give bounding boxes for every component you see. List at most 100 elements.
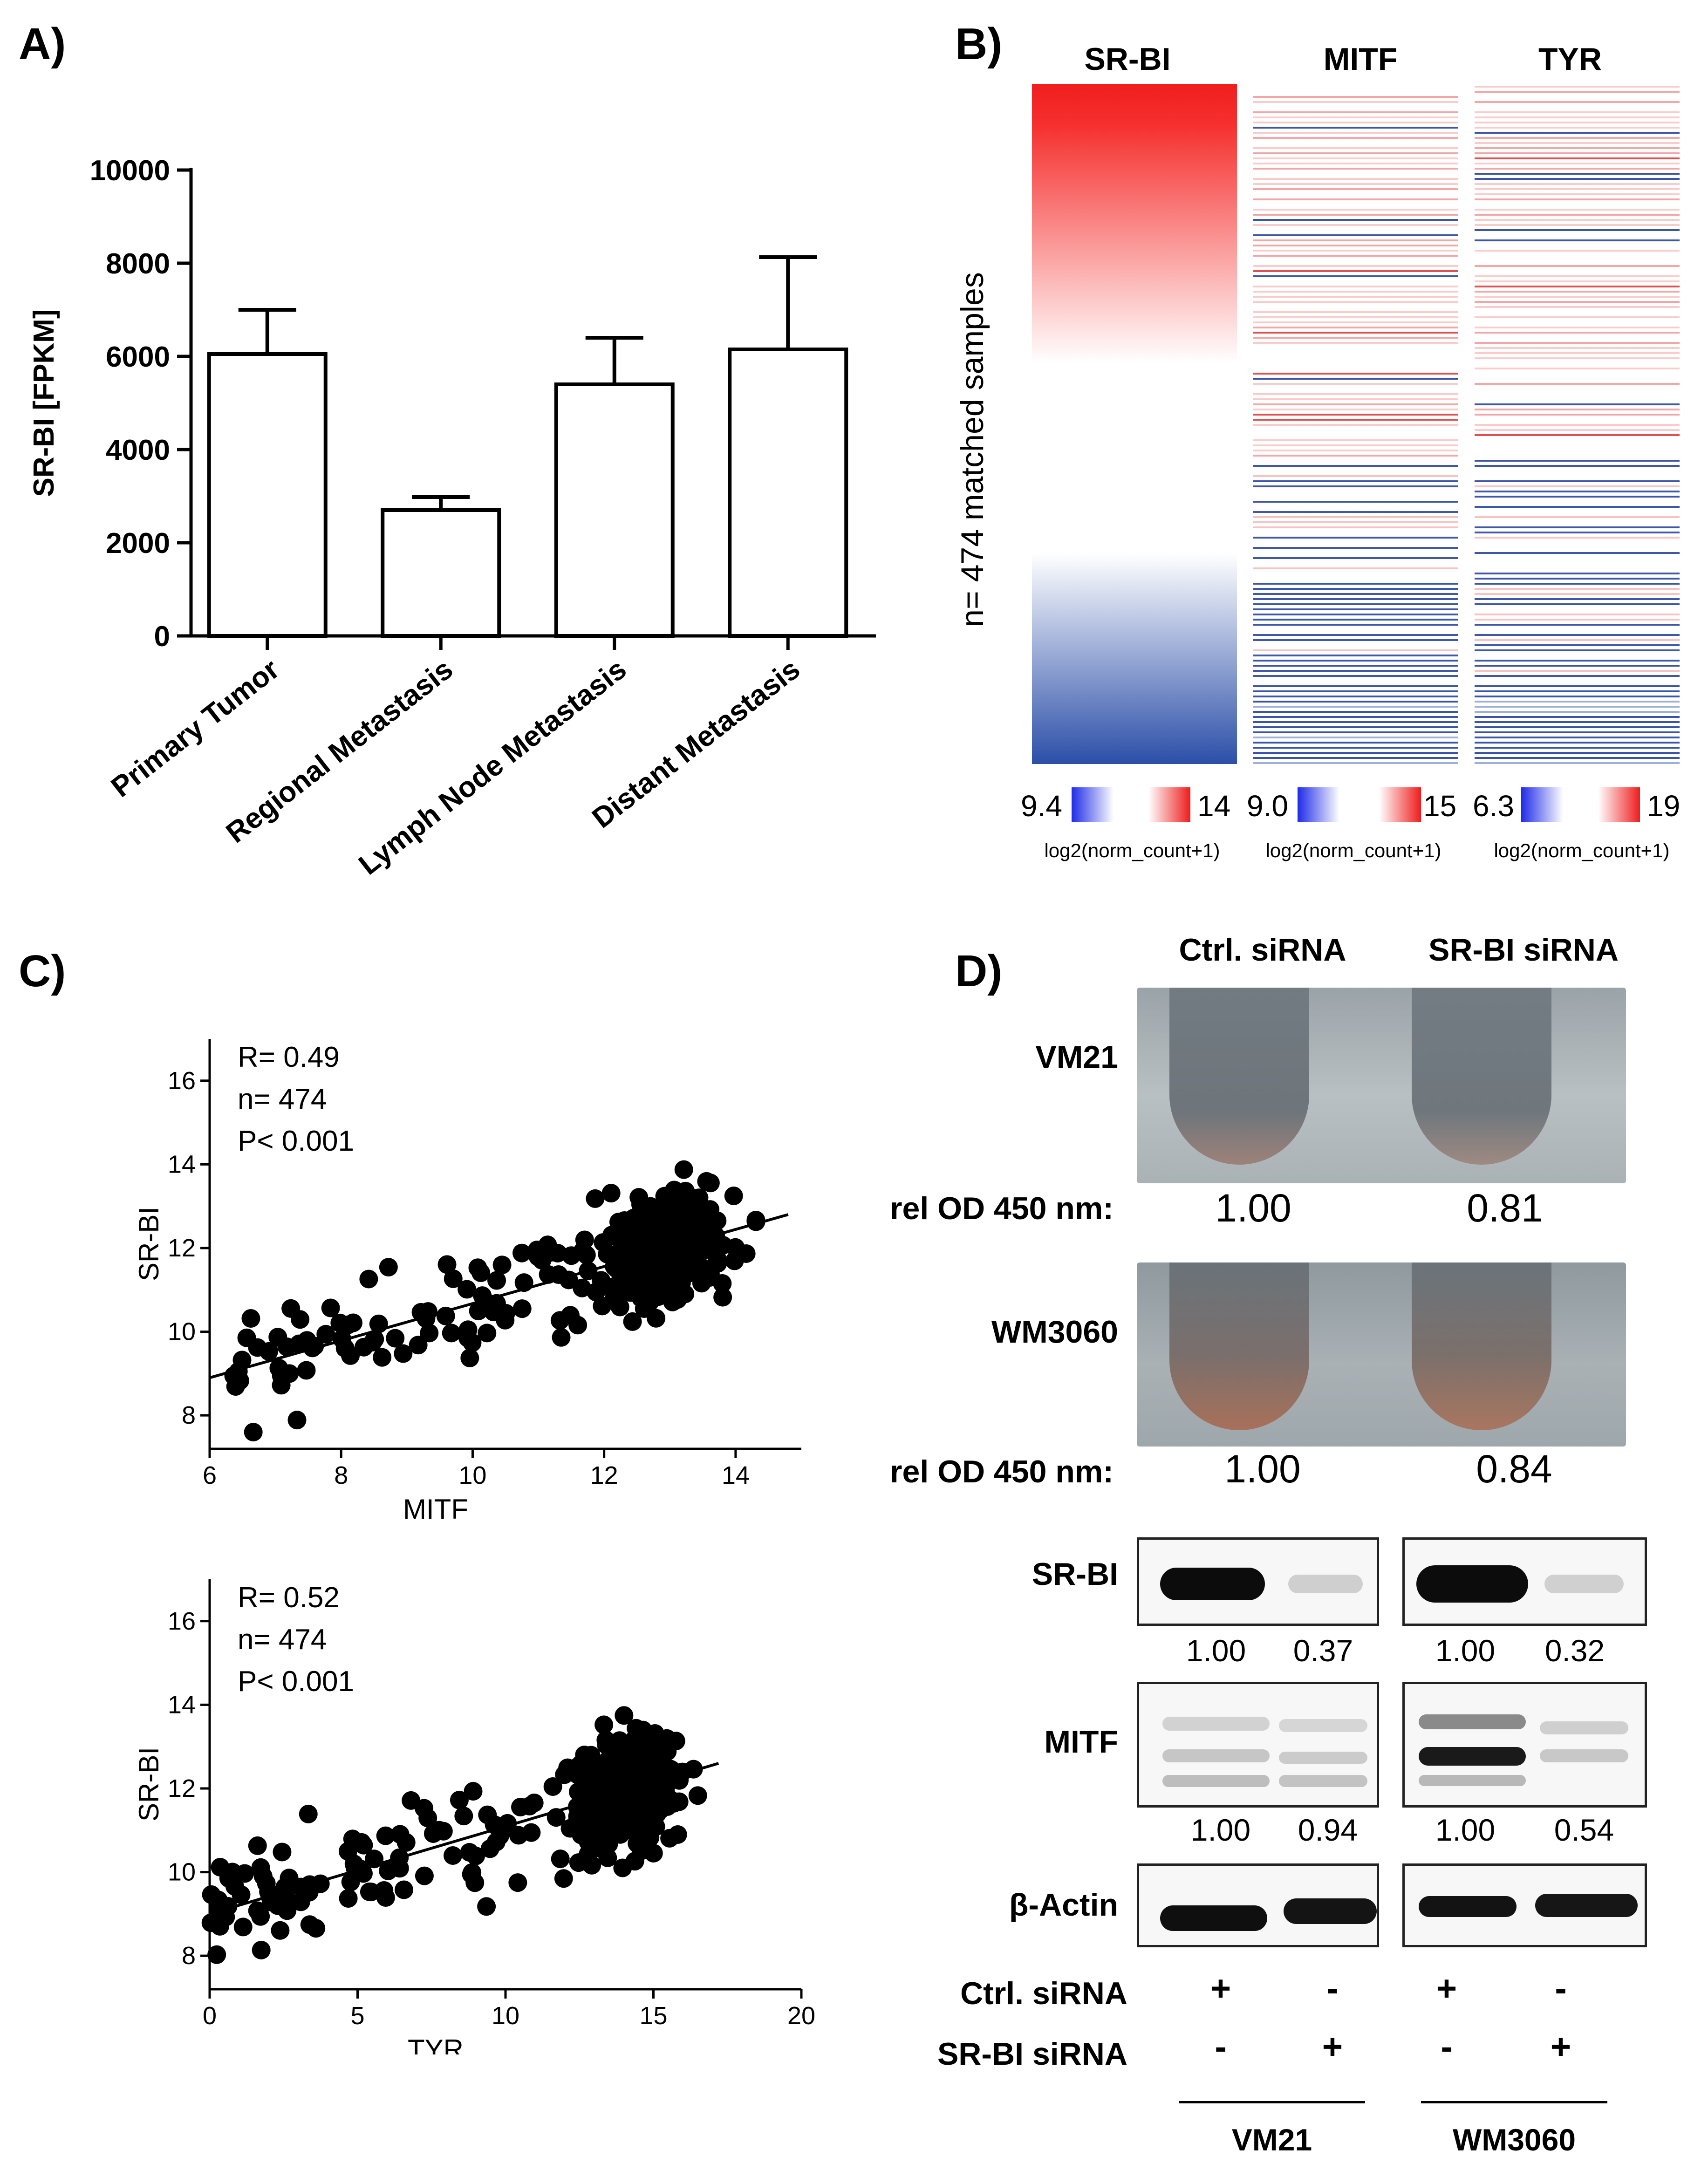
heatmap-line [1253, 255, 1458, 257]
stat-text: P< 0.001 [238, 1665, 354, 1698]
scatter-point [277, 1337, 296, 1356]
heatmap-line [1475, 429, 1680, 431]
group-label-wm3060: WM3060 [1452, 2122, 1576, 2157]
quant-srbi-1: 1.00 [1186, 1633, 1246, 1668]
scatter-point [450, 1790, 469, 1809]
x-tick-label: Primary Tumor [105, 653, 285, 804]
heatmap-line [1253, 122, 1458, 123]
y-tick-label: 8 [182, 1942, 196, 1970]
heatmap-line [1475, 491, 1680, 492]
scatter-point [533, 1251, 552, 1270]
x-axis-label: TYR [408, 2034, 464, 2054]
heatmap-line [1475, 526, 1680, 528]
heatmap-line [1253, 598, 1458, 600]
heatmap-line [1253, 378, 1458, 380]
heatmap-line [1253, 393, 1458, 395]
heatmap-line [1475, 583, 1680, 585]
heatmap-line [1253, 96, 1458, 98]
heatmap-line [1253, 588, 1458, 590]
scatter-point [287, 1411, 307, 1430]
color-scale-mitf: 9.0 15 log2(norm_count+1) [1247, 787, 1456, 861]
scatter-point [560, 1306, 580, 1325]
scatter-point [608, 1793, 627, 1812]
scatter-point [375, 1881, 394, 1900]
scatter-point [359, 1269, 378, 1289]
heatmap-line [1253, 696, 1458, 697]
heatmap-line [1475, 168, 1680, 170]
heatmap-line [1475, 157, 1680, 159]
scatter-point [612, 1811, 631, 1830]
heatmap-line [1475, 229, 1680, 231]
scatter-point [593, 1297, 612, 1316]
heatmap-line [1475, 588, 1680, 590]
heatmap-line [1475, 198, 1680, 200]
svg-text:9.0: 9.0 [1247, 789, 1288, 823]
scatter-point [644, 1252, 663, 1271]
scatter-point [237, 1328, 256, 1347]
heatmap-line [1475, 173, 1680, 175]
heatmap-line [1253, 752, 1458, 754]
heatmap-line [1475, 639, 1680, 641]
heatmap-line [1253, 316, 1458, 318]
heatmap-line [1253, 480, 1458, 482]
blot-actin-vm21 [1137, 1863, 1379, 1947]
scatter-point [660, 1229, 679, 1248]
heatmap-line [1475, 603, 1680, 605]
blot-mitf-wm3060 [1402, 1682, 1647, 1808]
blot-actin-wm3060 [1402, 1863, 1647, 1947]
scatter-point [307, 1919, 326, 1938]
scatter-point [508, 1873, 527, 1892]
scatter-point [460, 1349, 479, 1368]
scatter-point [339, 1889, 358, 1908]
heatmap-line [1253, 537, 1458, 539]
bar [207, 352, 328, 638]
heatmap-line [1253, 286, 1458, 287]
heatmap-line [1475, 178, 1680, 180]
quant-srbi-2: 0.37 [1293, 1633, 1353, 1668]
heatmap-line [1475, 147, 1680, 149]
heatmap-line [1475, 649, 1680, 651]
ctrl-sign-2: - [1326, 1969, 1339, 2008]
scatter-point [458, 1280, 477, 1299]
heatmap-line [1253, 198, 1458, 200]
scatter-point [430, 1821, 449, 1840]
bar-chart-a: 0 2000 4000 6000 8000 10000 SR-BI [FPKM] Prima… [28, 155, 876, 881]
heatmap-line [1253, 526, 1458, 528]
scatter-point [598, 1754, 617, 1773]
bar [554, 382, 675, 638]
scatter-point [598, 1244, 617, 1263]
blot-srbi-wm3060 [1402, 1537, 1647, 1626]
heatmap-line [1475, 731, 1680, 733]
regression-line [209, 1762, 719, 1916]
heatmap-line [1253, 742, 1458, 744]
scatter-point [674, 1160, 693, 1179]
heatmap-line [1253, 655, 1458, 656]
quant-mitf-1: 1.00 [1190, 1813, 1251, 1847]
scatter-point [726, 1238, 745, 1257]
heatmap-col-tyr: TYR [1538, 41, 1602, 77]
scatter-point [683, 1246, 702, 1265]
heatmap-line [1253, 634, 1458, 636]
treatment-label-ctrl: Ctrl. siRNA [960, 1976, 1127, 2011]
scatter-point [701, 1264, 720, 1283]
heatmap-line [1475, 721, 1680, 723]
scatter-point [611, 1231, 630, 1250]
scatter-point [437, 1255, 457, 1274]
heatmap-line [1253, 209, 1458, 211]
heatmap-line [1475, 726, 1680, 728]
heatmap-line [1475, 383, 1680, 385]
od-value-wm3060-srbi: 0.84 [1476, 1447, 1552, 1491]
quant-srbi-3: 1.00 [1435, 1633, 1496, 1668]
scatter-point [638, 1796, 657, 1815]
scatter-point [629, 1749, 648, 1768]
heatmap-line [1253, 337, 1458, 339]
heatmap-line [1253, 547, 1458, 549]
scatter-point [586, 1189, 605, 1208]
heatmap-line [1253, 342, 1458, 344]
heatmap-line [1253, 152, 1458, 154]
heatmap-line [1253, 475, 1458, 477]
svg-text:log2(norm_count+1): log2(norm_count+1) [1265, 839, 1441, 861]
scatter-point [273, 1842, 292, 1862]
srbi-sign-1: - [1215, 2027, 1227, 2067]
heatmap-line [1253, 157, 1458, 159]
